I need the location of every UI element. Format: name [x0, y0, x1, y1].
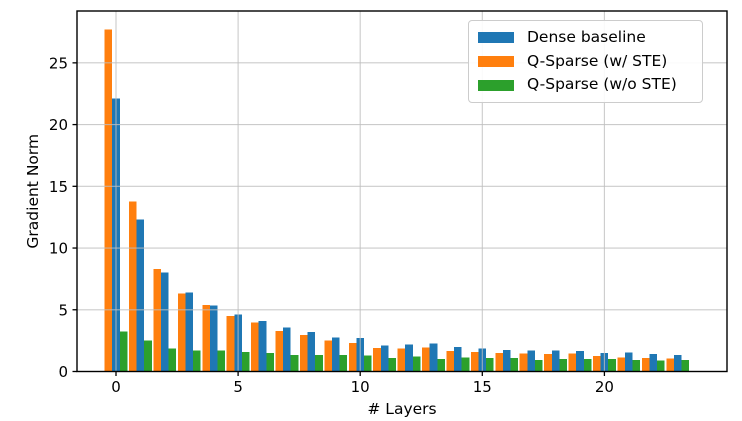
legend-label-qsparse-wo-ste: Q-Sparse (w/o STE)	[527, 75, 677, 94]
bar-series1-layer19	[568, 353, 577, 372]
bar-series1-layer6	[251, 322, 259, 372]
legend-swatch-qsparse-wo-ste	[478, 79, 514, 91]
tick-labels: 0 5 10 15 20 0 5 10 15 20 25	[49, 54, 614, 396]
bar-series2-layer10	[364, 355, 372, 372]
bar-series2-layer12	[412, 356, 421, 372]
bar-series1-layer0	[104, 29, 113, 372]
x-tick-label-0: 0	[111, 378, 121, 396]
y-tick-label-10: 10	[49, 240, 68, 258]
bar-series1-layer5	[226, 315, 235, 372]
bar-series2-layer1	[144, 340, 152, 372]
bar-series2-layer19	[583, 359, 592, 372]
bar-series1-layer2	[153, 269, 162, 372]
bar-series2-layer13	[437, 359, 445, 372]
y-axis-label: Gradient Norm	[24, 134, 42, 249]
bar-series0-layer18	[551, 350, 560, 372]
bar-series1-layer10	[348, 343, 357, 372]
bar-series0-layer7	[283, 327, 291, 372]
bar-series1-layer12	[397, 348, 406, 372]
bar-series0-layer23	[673, 354, 682, 372]
bar-series1-layer23	[666, 358, 674, 372]
bar-series0-layer8	[307, 331, 316, 372]
y-tick-label-0: 0	[58, 363, 68, 381]
bar-series0-layer4	[209, 305, 218, 372]
x-tick-label-5: 5	[233, 378, 243, 396]
legend-item-dense-baseline: Dense baseline	[478, 30, 693, 46]
bar-series2-layer3	[193, 350, 201, 372]
bar-series2-layer17	[534, 359, 543, 372]
y-tick-label-20: 20	[49, 116, 68, 134]
bar-series2-layer15	[486, 357, 494, 372]
x-axis-label: # Layers	[367, 400, 436, 418]
bar-series2-layer23	[681, 359, 690, 372]
bar-series2-layer20	[608, 359, 616, 372]
bar-series0-layer14	[454, 346, 462, 372]
ticks	[72, 62, 606, 376]
bar-series2-layer9	[339, 354, 348, 372]
bar-series2-layer16	[510, 357, 519, 372]
bar-series1-layer15	[470, 351, 479, 372]
bar-series0-layer9	[331, 337, 340, 372]
bar-series2-layer22	[657, 360, 665, 372]
legend: Dense baseline Q-Sparse (w/ STE) Q-Spars…	[468, 20, 703, 103]
bar-series1-layer20	[593, 356, 601, 372]
bar-series1-layer7	[275, 330, 284, 372]
gridlines	[77, 11, 727, 372]
bar-series0-layer17	[527, 350, 535, 372]
bar-series1-layer18	[544, 354, 552, 372]
bar-series1-layer17	[519, 353, 528, 372]
bar-series0-layer19	[576, 351, 584, 372]
legend-label-dense-baseline: Dense baseline	[527, 28, 646, 47]
bar-series0-layer22	[649, 354, 658, 372]
bar-series1-layer11	[373, 348, 381, 372]
legend-label-qsparse-w-ste: Q-Sparse (w/ STE)	[527, 51, 668, 70]
y-tick-label-5: 5	[58, 301, 68, 319]
bar-series1-layer21	[617, 357, 626, 372]
bar-series0-layer16	[502, 349, 511, 372]
bar-series1-layer4	[202, 304, 210, 372]
legend-item-qsparse-wo-ste: Q-Sparse (w/o STE)	[478, 77, 693, 93]
bar-series0-layer21	[625, 352, 633, 372]
bar-series1-layer16	[495, 352, 503, 372]
bar-series1-layer14	[446, 351, 455, 372]
bar-series2-layer2	[168, 348, 177, 372]
plot-border	[76, 10, 728, 373]
bar-series1-layer1	[129, 201, 137, 372]
bar-series2-layer5	[241, 351, 250, 372]
x-tick-label-20: 20	[595, 378, 614, 396]
bar-series1-layer8	[299, 335, 308, 372]
bar-series0-layer3	[185, 292, 194, 372]
bar-series2-layer18	[559, 359, 567, 372]
bar-series2-layer8	[315, 354, 323, 372]
bar-series2-layer6	[266, 352, 274, 372]
bar-series2-layer21	[632, 359, 641, 372]
bar-series2-layer4	[217, 350, 226, 372]
legend-swatch-dense-baseline	[478, 32, 514, 44]
bar-series1-layer22	[641, 357, 650, 372]
bar-series0-layer11	[380, 345, 389, 372]
y-tick-label-15: 15	[49, 178, 68, 196]
legend-swatch-qsparse-w-ste	[478, 55, 514, 67]
bar-series1-layer13	[422, 347, 430, 372]
legend-item-qsparse-w-ste: Q-Sparse (w/ STE)	[478, 51, 693, 70]
bar-series2-layer11	[388, 357, 397, 372]
bar-series0-layer6	[258, 320, 267, 372]
x-tick-label-15: 15	[473, 378, 492, 396]
bar-series0-layer1	[136, 219, 145, 372]
bar-series0-layer12	[405, 344, 413, 372]
bar-series1-layer3	[177, 293, 186, 372]
bar-series2-layer0	[119, 331, 128, 372]
bar-series2-layer7	[290, 354, 299, 372]
y-tick-label-25: 25	[49, 54, 68, 72]
bar-series1-layer9	[324, 340, 332, 372]
x-tick-label-10: 10	[351, 378, 370, 396]
bar-series0-layer2	[161, 272, 169, 372]
bar-series2-layer14	[461, 357, 470, 372]
bar-series0-layer13	[429, 343, 438, 372]
